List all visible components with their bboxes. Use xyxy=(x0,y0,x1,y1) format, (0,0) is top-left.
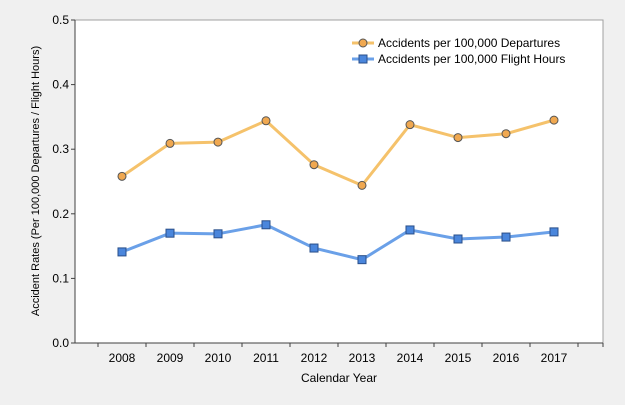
data-point xyxy=(309,243,319,253)
x-axis-ticks: 2008 2009 2010 2011 2012 2013 2014 2015 2016 2017 xyxy=(97,343,604,365)
x-tick-label: 2015 xyxy=(445,351,472,365)
y-tick-label: 0.5 xyxy=(52,13,69,27)
legend-label: Accidents per 100,000 Flight Hours xyxy=(378,52,565,66)
data-point xyxy=(165,228,175,238)
series-line-2 xyxy=(121,223,555,262)
data-point xyxy=(549,227,559,237)
legend-marker xyxy=(358,38,368,48)
data-point xyxy=(213,137,223,147)
x-tick-label: 2010 xyxy=(205,351,232,365)
x-tick-label: 2014 xyxy=(397,351,424,365)
data-point xyxy=(501,129,511,139)
legend-marker xyxy=(358,54,368,64)
data-point xyxy=(261,220,271,230)
legend-label: Accidents per 100,000 Departures xyxy=(378,36,560,50)
y-tick-label: 0.3 xyxy=(52,142,69,156)
x-tick-label: 2008 xyxy=(109,351,136,365)
x-tick-label: 2017 xyxy=(541,351,568,365)
x-tick-label: 2013 xyxy=(349,351,376,365)
legend: Accidents per 100,000 Departures Accident… xyxy=(352,36,565,66)
x-tick-label: 2016 xyxy=(493,351,520,365)
data-point xyxy=(453,133,463,143)
data-point xyxy=(309,160,319,170)
plot-area xyxy=(74,19,604,344)
y-axis-ticks: 0.0 0.1 0.2 0.3 0.4 0.5 xyxy=(52,13,75,350)
data-point xyxy=(501,232,511,242)
data-point xyxy=(549,115,559,125)
data-point xyxy=(165,138,175,148)
data-point xyxy=(357,180,367,190)
y-tick-label: 0.1 xyxy=(52,271,69,285)
data-point xyxy=(117,171,127,181)
data-point xyxy=(405,225,415,235)
x-tick-label: 2011 xyxy=(253,351,279,365)
y-axis-label: Accident Rates (Per 100,000 Departures /… xyxy=(30,46,42,316)
series-line-1 xyxy=(121,118,555,187)
data-point xyxy=(357,255,367,265)
data-point xyxy=(261,116,271,126)
x-axis-label: Calendar Year xyxy=(301,371,377,385)
y-tick-label: 0.4 xyxy=(52,78,69,92)
data-point xyxy=(213,229,223,239)
y-tick-label: 0.0 xyxy=(52,336,69,350)
data-point xyxy=(453,234,463,244)
x-tick-label: 2012 xyxy=(301,351,328,365)
y-tick-label: 0.2 xyxy=(52,207,69,221)
data-point xyxy=(405,120,415,130)
series-layer xyxy=(117,115,559,265)
x-tick-label: 2009 xyxy=(157,351,184,365)
data-point xyxy=(117,247,127,257)
